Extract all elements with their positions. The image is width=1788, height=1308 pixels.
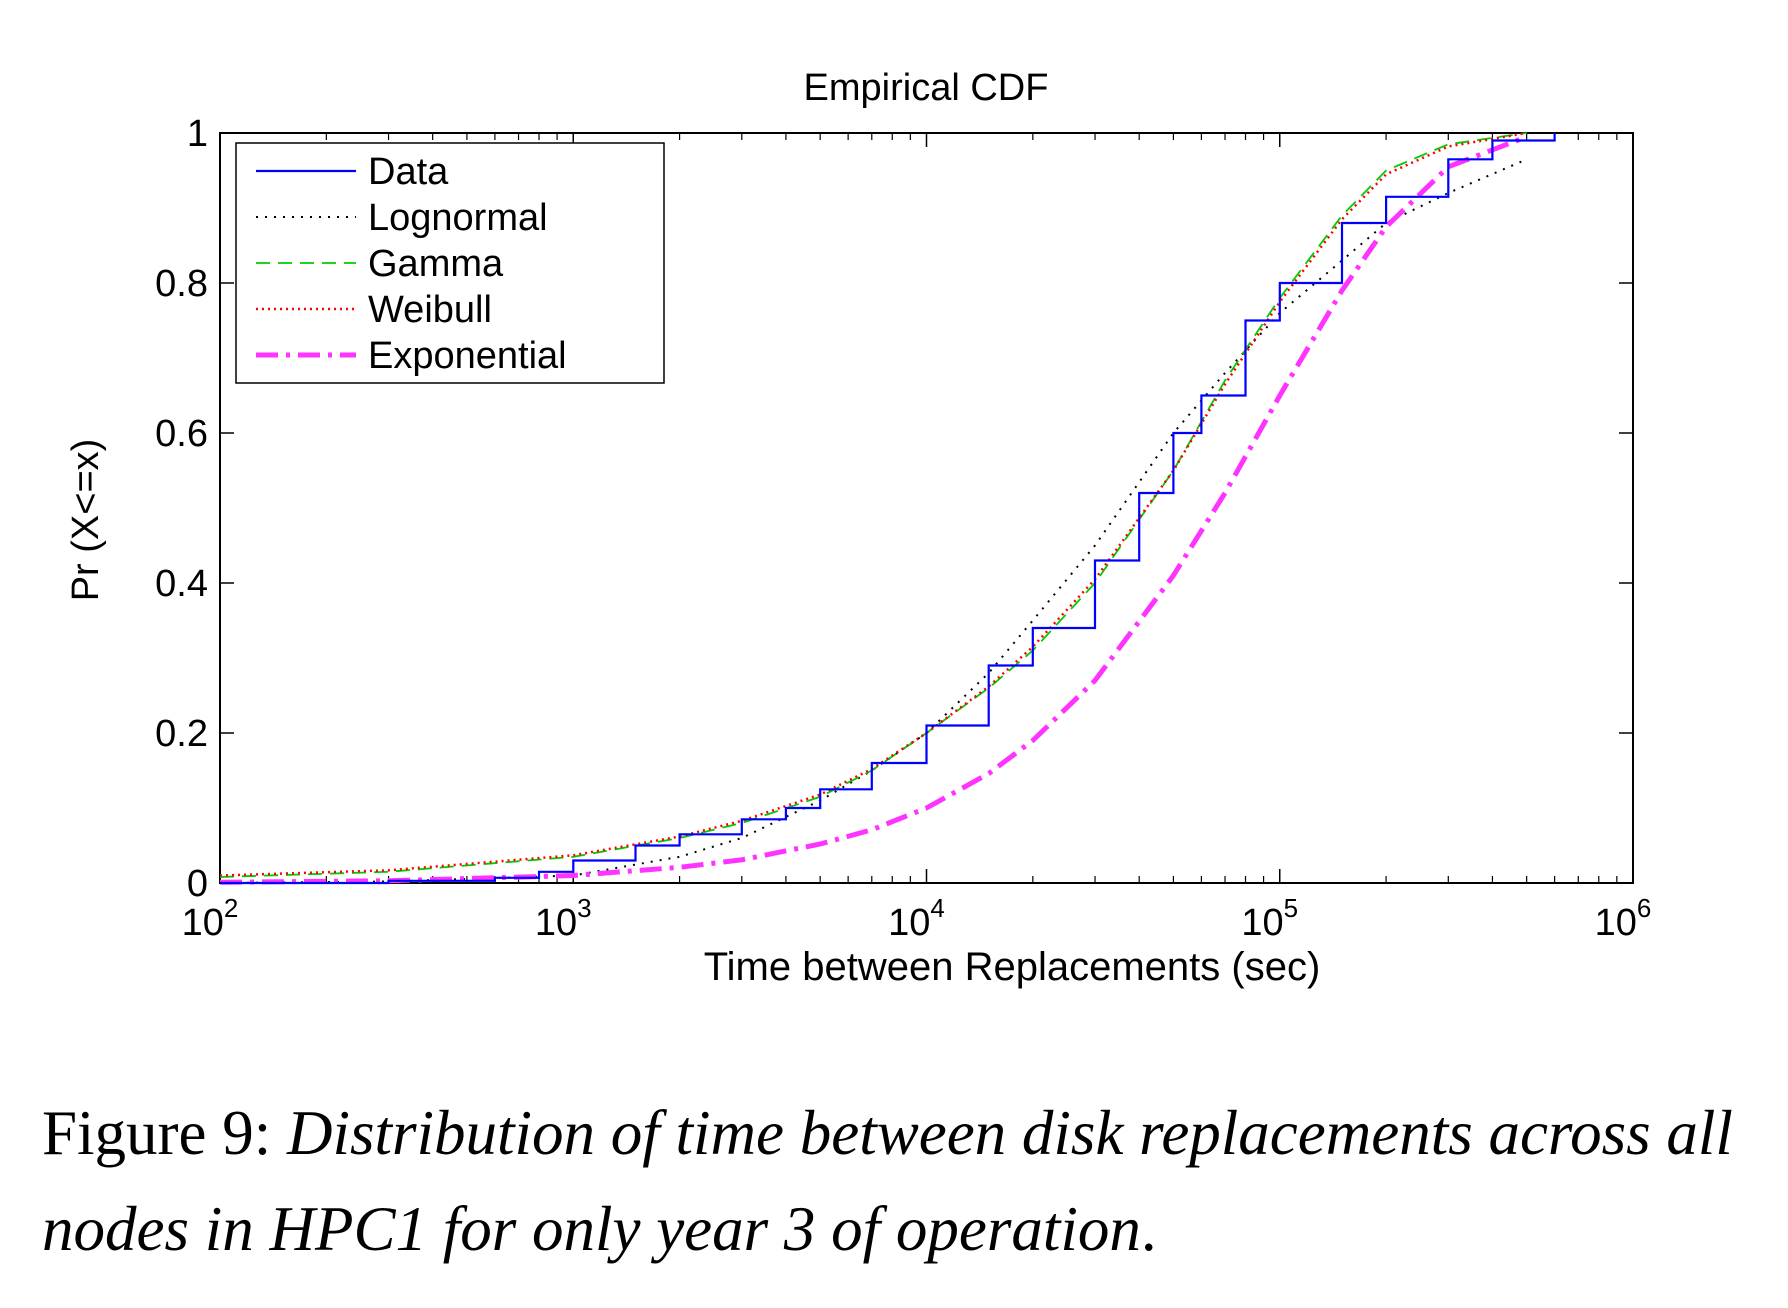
plot-area: 102 103 104 105 106 0 0.2 0.4 0.6 0.8 1 DataLognorm… bbox=[155, 113, 1651, 944]
legend-label-exponential: Exponential bbox=[368, 335, 567, 377]
legend-label-weibull: Weibull bbox=[368, 289, 492, 331]
caption-body: Distribution of time between disk replac… bbox=[42, 1098, 1733, 1264]
caption-tail: . bbox=[1140, 1194, 1157, 1264]
series-line-exponential bbox=[219, 134, 1528, 885]
legend-label-data: Data bbox=[368, 151, 449, 193]
x-tick-label: 106 bbox=[1595, 893, 1652, 944]
figure-caption: Figure 9: Distribution of time between d… bbox=[42, 1085, 1762, 1277]
legend-label-gamma: Gamma bbox=[368, 243, 504, 285]
empirical-cdf-chart: Empirical CDF 102 103 104 105 106 0 0.2 0.4 0.6 0… bbox=[65, 67, 1651, 989]
y-tick-label: 0.4 bbox=[155, 563, 208, 605]
x-tick-label: 103 bbox=[535, 893, 592, 944]
y-axis-label: Pr (X<=x) bbox=[65, 439, 107, 602]
x-axis-label: Time between Replacements (sec) bbox=[704, 945, 1321, 989]
x-tick-label: 105 bbox=[1241, 893, 1298, 944]
legend-label-lognormal: Lognormal bbox=[368, 197, 548, 239]
y-tick-label: 0.8 bbox=[155, 263, 208, 305]
series-line-gamma bbox=[219, 132, 1527, 878]
chart-title: Empirical CDF bbox=[804, 67, 1049, 109]
x-tick-label: 104 bbox=[888, 893, 945, 944]
y-tick-label: 0 bbox=[187, 863, 208, 905]
x-tick-label: 102 bbox=[182, 893, 239, 944]
y-tick-label: 1 bbox=[187, 113, 208, 155]
caption-lead: Figure 9: bbox=[42, 1098, 287, 1168]
series-line-data bbox=[220, 133, 1556, 885]
y-tick-label: 0.2 bbox=[155, 713, 208, 755]
y-tick-label: 0.6 bbox=[155, 413, 208, 455]
